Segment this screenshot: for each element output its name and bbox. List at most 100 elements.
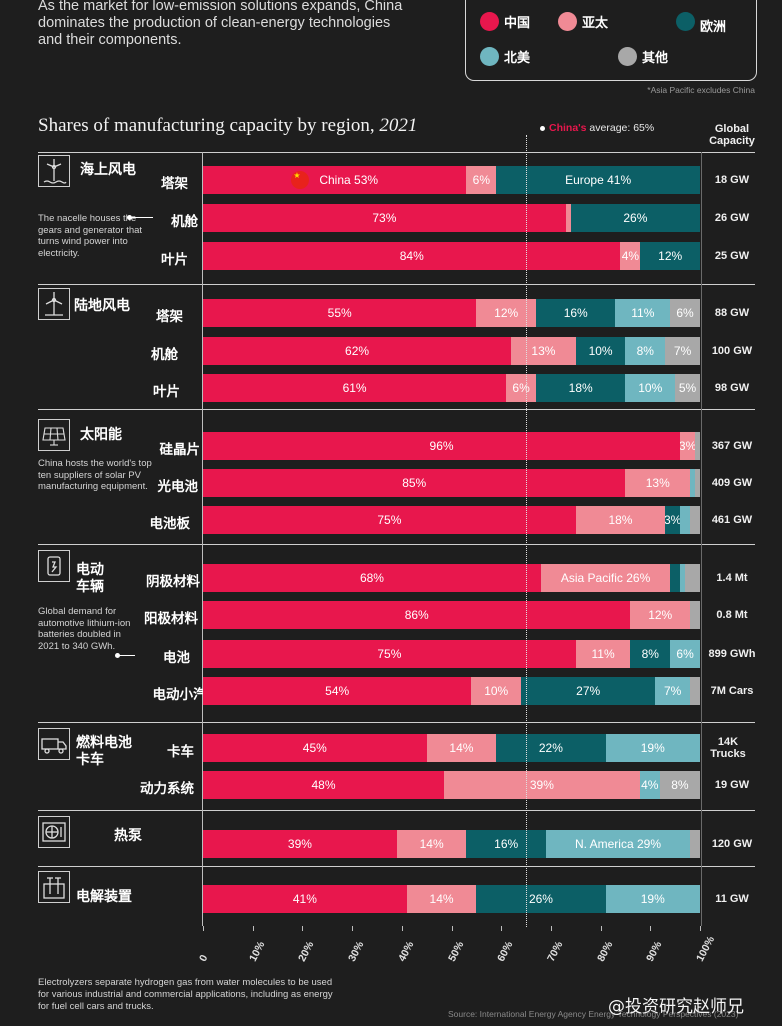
bar-segment-europe: 26% [476,885,606,913]
bar-value-label: 12% [658,249,683,263]
bar-segment-namerica: 7% [655,677,691,705]
bar-segment-apac: 13% [511,337,576,365]
bar-segment-apac: 12% [630,601,691,629]
bar-segment-china: China 53% [203,166,467,194]
bar-segment-apac: 13% [625,469,691,497]
note-pointer-dot [127,215,132,220]
x-tick-mark [550,926,552,931]
note-solar: China hosts the world's top ten supplier… [38,458,152,492]
x-tick-label: 40% [395,939,417,964]
bar-value-label: 62% [345,344,370,358]
row-label: 硅晶片 [159,442,201,458]
row-label: 叶片 [153,384,180,400]
bar-segment-namerica: N. America 29% [545,830,691,858]
onshore-wind-icon [38,288,70,320]
bar-segment-europe: 27% [521,677,656,705]
section-divider [38,810,755,811]
global-capacity-value: 88 GW [714,307,750,319]
electric-car-icon [38,550,70,582]
global-capacity-value: 409 GW [711,477,753,489]
global-capacity-value: 120 GW [711,838,753,850]
global-capacity-value: 98 GW [714,382,750,394]
note-pointer-dot [115,653,120,658]
bar-segment-china: 55% [203,299,477,327]
bar-segment-europe: 26% [570,204,700,232]
row-label: 电动小汽车 [152,687,221,703]
bar-segment-china: 68% [203,564,541,592]
global-capacity-value: 367 GW [711,440,753,452]
x-tick-mark [302,926,304,931]
x-tick-label: 100% [694,934,718,964]
solar-panel-icon [38,419,70,451]
legend-swatch-apac [558,12,577,31]
bar-segment-namerica [680,564,686,592]
bar-segment-other [695,432,700,460]
section-divider [38,284,755,285]
x-tick-mark [352,926,354,931]
bar-value-label: 6% [676,647,694,661]
bar-value-label: 39% [529,778,554,792]
x-tick-mark [600,926,602,931]
bar-value-label: 19% [640,741,665,755]
bar-value-label: 27% [576,684,601,698]
category-title-onshore: 陆地风电 [74,298,130,314]
bar-segment-china: 48% [203,771,444,799]
x-tick-label: 70% [544,939,566,964]
bar-value-label: 73% [372,211,397,225]
x-tick-label: 0 [197,952,211,964]
stacked-bar: 41% 14% 26% 19% [203,885,700,913]
average-dot [540,125,545,131]
stacked-bar: 68% Asia Pacific 26% [203,564,700,592]
legend-swatch-europe [676,12,695,31]
legend-swatch-other [618,47,637,66]
legend-item-apac: 亚太 [558,12,608,31]
global-capacity-value: 0.8 Mt [716,609,748,621]
legend-item-other: 其他 [618,47,668,66]
global-capacity-value: 19 GW [714,779,750,791]
row-label: 卡车 [167,744,194,760]
bar-segment-apac: 10% [471,677,522,705]
section-divider [38,544,755,545]
bar-value-label: 13% [531,344,556,358]
stacked-bar: 75% 18% 3% [203,506,700,534]
bar-segment-europe: 12% [640,242,700,270]
legend-item-china: 中国 [480,12,530,31]
bar-segment-other [685,564,700,592]
bar-segment-apac: 11% [575,640,631,668]
bar-segment-china: 62% [203,337,512,365]
capacity-divider-line [701,152,702,926]
bar-segment-apac: 14% [426,734,497,762]
bar-segment-namerica: 6% [670,640,700,668]
x-tick-label: 10% [246,939,268,964]
bar-segment-europe [670,564,681,592]
bar-segment-other [690,677,700,705]
bar-value-label: 41% [292,892,317,906]
bar-value-label: 3% [665,513,680,527]
category-title-fuelcell: 燃料电池 卡车 [76,735,132,768]
global-capacity-value: 11 GW [715,893,749,905]
bar-segment-other: 6% [670,299,700,327]
x-tick-mark [700,926,701,931]
bar-value-label: 3% [680,439,695,453]
bar-segment-other: 7% [665,337,700,365]
bar-value-label: 16% [494,837,519,851]
bar-segment-europe: 18% [535,374,626,402]
bar-value-label: 75% [377,513,402,527]
global-capacity-value: 7M Cars [710,685,754,697]
bar-segment-china: 39% [203,830,397,858]
bar-segment-apac: 39% [443,771,640,799]
bar-segment-other [690,601,700,629]
bar-segment-europe: 10% [575,337,626,365]
row-label: 塔架 [161,176,188,192]
fuel-cell-truck-icon [38,728,70,760]
bar-segment-namerica [680,506,691,534]
bar-segment-europe: 16% [466,830,546,858]
bar-value-label: 10% [588,344,613,358]
bar-segment-namerica: 19% [605,734,700,762]
x-tick-mark [252,926,254,931]
stacked-bar: 75% 11% 8% 6% [203,640,700,668]
bar-segment-other: 5% [675,374,700,402]
legend-item-europe: 欧洲 [676,12,726,35]
bar-segment-other [695,469,700,497]
bar-segment-namerica: 10% [625,374,676,402]
